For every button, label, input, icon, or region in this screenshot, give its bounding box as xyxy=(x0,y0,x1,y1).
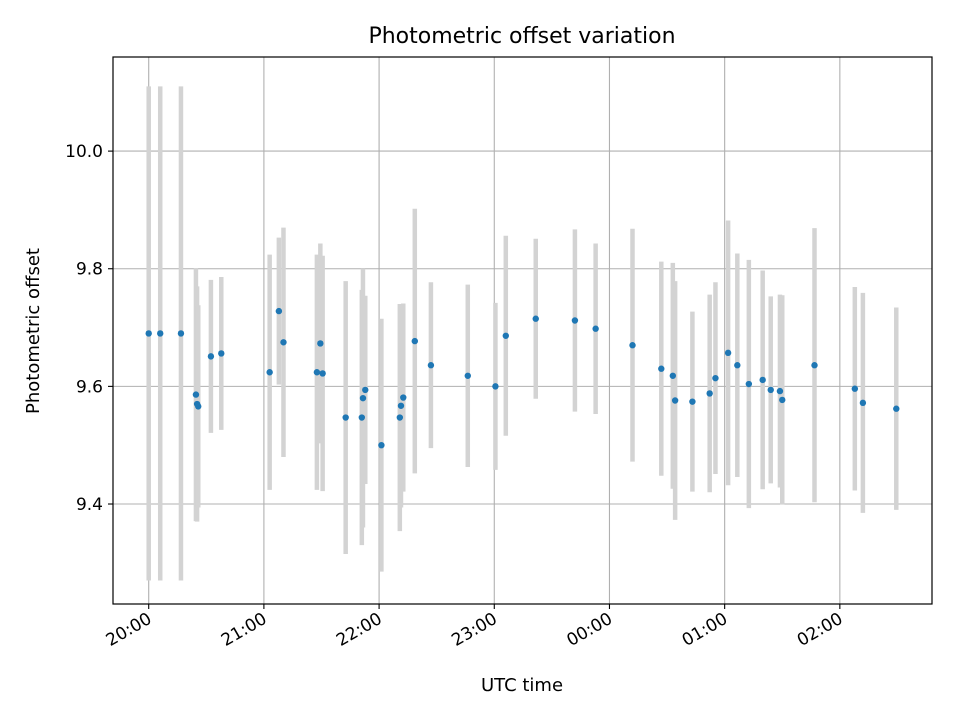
x-axis: 20:00 21:00 22:00 23:00 00:00 01:00 02:00 xyxy=(103,604,846,651)
x-axis-label: UTC time xyxy=(481,675,563,696)
y-axis-label: Photometric offset xyxy=(23,248,44,414)
y-axis: 9.4 9.6 9.8 10.0 xyxy=(65,142,113,515)
x-tick-label: 22:00 xyxy=(333,609,385,651)
data-point xyxy=(734,362,741,369)
plot-frame xyxy=(112,56,933,605)
data-point xyxy=(712,374,719,382)
data-point xyxy=(266,369,273,376)
data-point xyxy=(280,339,287,346)
data-point xyxy=(342,414,349,421)
data-point xyxy=(767,386,774,394)
data-point xyxy=(571,317,579,324)
data-point xyxy=(177,330,185,337)
data-point xyxy=(145,330,152,337)
data-point xyxy=(669,372,677,379)
data-point xyxy=(192,391,200,398)
data-point xyxy=(492,383,499,390)
x-tick-label: 02:00 xyxy=(794,609,846,651)
data-point xyxy=(532,315,539,322)
data-point xyxy=(502,332,509,339)
data-points xyxy=(145,307,900,449)
data-point xyxy=(724,349,732,357)
data-point xyxy=(275,307,283,315)
data-point xyxy=(317,340,324,347)
chart-title: Photometric offset variation xyxy=(368,24,675,49)
data-point xyxy=(400,394,407,401)
x-tick-label: 01:00 xyxy=(679,609,731,651)
y-tick-label: 10.0 xyxy=(65,142,103,162)
x-tick-label: 23:00 xyxy=(448,609,500,651)
data-point xyxy=(362,386,369,394)
data-point xyxy=(779,396,786,404)
data-point xyxy=(811,362,818,369)
grid xyxy=(113,57,932,604)
data-point xyxy=(427,362,435,369)
error-bars xyxy=(146,86,899,581)
data-point xyxy=(851,385,859,392)
y-tick-label: 9.8 xyxy=(76,260,103,280)
data-point xyxy=(359,394,367,402)
data-point xyxy=(759,376,766,384)
data-point xyxy=(396,414,404,421)
x-tick-label: 20:00 xyxy=(103,609,155,651)
data-point xyxy=(313,369,321,376)
data-point xyxy=(207,353,215,360)
data-point xyxy=(195,403,202,410)
data-point xyxy=(859,399,867,407)
data-point xyxy=(397,402,405,409)
x-tick-label: 00:00 xyxy=(564,609,616,651)
data-point xyxy=(411,337,418,345)
data-point xyxy=(893,405,900,412)
data-point xyxy=(658,365,665,372)
data-point xyxy=(706,390,713,397)
data-point xyxy=(629,342,636,349)
y-tick-label: 9.4 xyxy=(76,495,103,515)
data-point xyxy=(358,414,366,421)
data-point xyxy=(671,397,679,404)
data-point xyxy=(592,325,599,332)
data-point xyxy=(745,380,753,388)
data-point xyxy=(218,350,225,357)
data-point xyxy=(464,372,471,379)
data-point xyxy=(157,330,164,337)
x-tick-label: 21:00 xyxy=(218,609,270,651)
data-point xyxy=(689,398,696,405)
y-tick-label: 9.6 xyxy=(76,377,103,397)
data-point xyxy=(319,370,326,377)
data-point xyxy=(378,441,385,449)
data-point xyxy=(776,387,784,395)
